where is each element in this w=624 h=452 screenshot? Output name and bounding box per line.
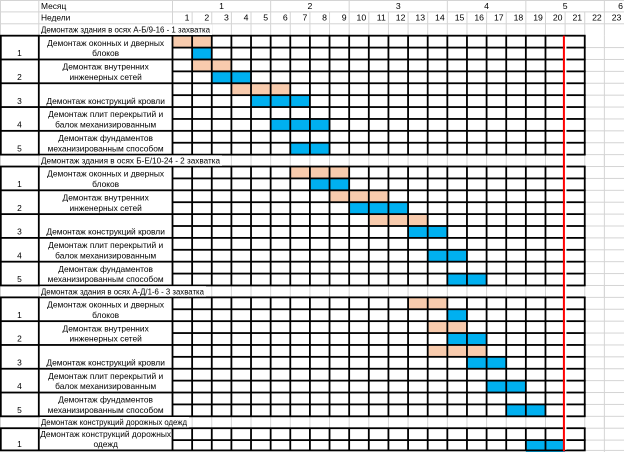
svg-text:8: 8 [322,13,327,23]
svg-text:2: 2 [307,1,312,11]
svg-text:12: 12 [396,13,406,23]
svg-text:4: 4 [17,381,22,391]
svg-text:14: 14 [435,13,445,23]
svg-text:Демонтаж фундаментов: Демонтаж фундаментов [58,395,153,405]
svg-text:одежд: одежд [93,439,118,449]
svg-text:4: 4 [17,120,22,130]
svg-text:блоков: блоков [92,310,119,320]
svg-text:Демонтаж внутренних: Демонтаж внутренних [63,323,150,333]
svg-text:10: 10 [357,13,367,23]
svg-text:4: 4 [244,13,249,23]
svg-text:балок механизированным: балок механизированным [55,120,156,130]
svg-text:1: 1 [219,1,224,11]
svg-text:Демонтаж внутренних: Демонтаж внутренних [63,62,150,72]
svg-text:22: 22 [592,13,602,23]
svg-text:15: 15 [455,13,465,23]
svg-text:3: 3 [396,1,401,11]
svg-text:16: 16 [474,13,484,23]
svg-text:2: 2 [17,72,22,82]
svg-text:1: 1 [17,310,22,320]
svg-text:3: 3 [224,13,229,23]
svg-text:блоков: блоков [92,48,119,58]
svg-text:4: 4 [17,250,22,260]
svg-text:5: 5 [17,405,22,415]
svg-text:Демонтаж плит перекрытий и: Демонтаж плит перекрытий и [48,109,163,119]
svg-text:13: 13 [415,13,425,23]
svg-text:Демонтаж конструкций дорожных: Демонтаж конструкций дорожных одежд [41,417,187,427]
svg-text:Демонтаж конструкций кровли: Демонтаж конструкций кровли [46,96,165,106]
svg-text:инженерных сетей: инженерных сетей [69,72,142,82]
svg-text:Демонтаж внутренних: Демонтаж внутренних [63,193,150,203]
svg-text:2: 2 [204,13,209,23]
svg-text:Демонтаж здания в осях Б-Е/10-: Демонтаж здания в осях Б-Е/10-24 - 2 зах… [41,155,220,165]
svg-text:1: 1 [185,13,190,23]
svg-text:блоков: блоков [92,179,119,189]
svg-text:5: 5 [17,274,22,284]
svg-text:инженерных сетей: инженерных сетей [69,334,142,344]
svg-text:механизированным способом: механизированным способом [48,143,164,153]
svg-text:1: 1 [17,439,22,449]
svg-text:2: 2 [17,203,22,213]
svg-text:3: 3 [17,357,22,367]
svg-text:21: 21 [572,13,582,23]
svg-text:Демонтаж конструкций дорожных: Демонтаж конструкций дорожных [40,429,172,439]
svg-text:9: 9 [342,13,347,23]
svg-text:4: 4 [484,1,489,11]
svg-text:механизированным способом: механизированным способом [48,405,164,415]
svg-text:5: 5 [17,143,22,153]
svg-text:Демонтаж оконных и дверных: Демонтаж оконных и дверных [47,169,165,179]
svg-text:Демонтаж оконных и дверных: Демонтаж оконных и дверных [47,300,165,310]
svg-text:Демонтаж оконных и дверных: Демонтаж оконных и дверных [47,38,165,48]
svg-text:6: 6 [618,1,623,11]
svg-text:Демонтаж здания в осях А-Д/1-6: Демонтаж здания в осях А-Д/1-6 - 3 захва… [41,286,204,296]
svg-text:7: 7 [302,13,307,23]
svg-text:Месяц: Месяц [41,1,66,11]
svg-text:Демонтаж здания в осях А-Б/9-1: Демонтаж здания в осях А-Б/9-16 - 1 захв… [41,25,210,35]
svg-text:18: 18 [514,13,524,23]
svg-text:2: 2 [17,334,22,344]
svg-text:1: 1 [17,48,22,58]
svg-text:Демонтаж конструкций кровли: Демонтаж конструкций кровли [46,357,165,367]
svg-text:3: 3 [17,227,22,237]
svg-text:1: 1 [17,179,22,189]
svg-text:17: 17 [494,13,504,23]
svg-text:20: 20 [553,13,563,23]
svg-text:Демонтаж плит перекрытий и: Демонтаж плит перекрытий и [48,240,163,250]
svg-text:19: 19 [533,13,543,23]
svg-text:3: 3 [17,96,22,106]
svg-text:балок механизированным: балок механизированным [55,381,156,391]
svg-text:Недели: Недели [41,13,71,23]
svg-text:Демонтаж конструкций кровли: Демонтаж конструкций кровли [46,227,165,237]
svg-text:Демонтаж фундаментов: Демонтаж фундаментов [58,264,153,274]
svg-text:6: 6 [283,13,288,23]
svg-text:инженерных сетей: инженерных сетей [69,203,142,213]
svg-text:11: 11 [377,13,386,23]
svg-text:23: 23 [612,13,622,23]
svg-text:5: 5 [263,13,268,23]
svg-text:балок механизированным: балок механизированным [55,250,156,260]
svg-text:механизированным способом: механизированным способом [48,274,164,284]
svg-text:Демонтаж фундаментов: Демонтаж фундаментов [58,133,153,143]
svg-text:5: 5 [563,1,568,11]
svg-text:Демонтаж плит перекрытий и: Демонтаж плит перекрытий и [48,371,163,381]
